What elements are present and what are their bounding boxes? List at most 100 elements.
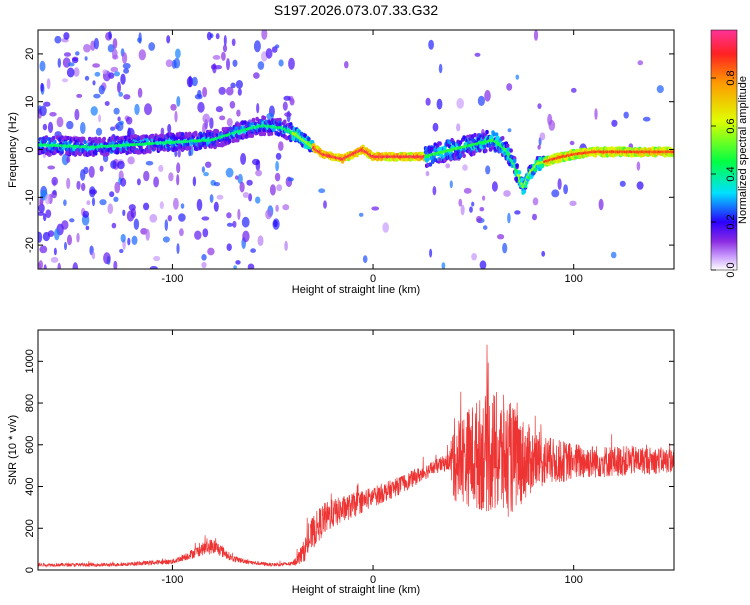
spectrogram-cell — [242, 230, 250, 243]
spectrogram-cell — [273, 220, 278, 228]
spectrogram-cell — [56, 116, 64, 128]
spectrogram-cell — [99, 199, 107, 206]
spectrogram-cell — [171, 59, 177, 69]
spectrogram-cell — [47, 230, 55, 238]
spectrogram-cell — [117, 116, 121, 122]
spectrogram-cell — [517, 170, 522, 175]
spectrogram-cell — [458, 198, 463, 207]
spectrogram-cell — [512, 158, 517, 163]
spectrogram-cell — [202, 123, 206, 135]
spectrogram-cell — [506, 83, 513, 91]
spectrogram-cell — [253, 40, 261, 53]
spectrogram-cell — [520, 177, 524, 182]
spectrogram-cell — [103, 252, 111, 265]
spectrogram-cell — [61, 78, 69, 83]
spectrogram-cell — [144, 103, 152, 116]
spectrogram-cell — [269, 131, 274, 136]
spectrogram-cell — [44, 194, 51, 205]
spectrogram-cell — [91, 251, 96, 260]
spectrogram-cell — [240, 153, 247, 165]
spectrogram-cell — [39, 199, 43, 207]
spectrogram-cell — [471, 201, 475, 207]
spectrogram-cell — [176, 174, 180, 186]
spectrogram-cell — [90, 106, 98, 116]
spectrogram-cell — [175, 48, 181, 59]
spectrogram-cell — [283, 95, 291, 101]
spectrogram-cell — [106, 151, 110, 156]
spectrogram-cell — [145, 138, 150, 143]
spectrogram-cell — [522, 189, 527, 194]
spectrogram-cell — [176, 162, 181, 174]
spectrogram-cell — [537, 144, 541, 150]
spectrogram-cell — [239, 181, 245, 193]
snr-xtick-label: 100 — [565, 574, 583, 586]
spectrogram-cell — [153, 176, 160, 188]
spectrogram-cell — [469, 206, 473, 213]
spectrogram-cell — [144, 134, 149, 139]
spectrogram-y-axis: -20 -10 0 10 20 — [24, 48, 674, 253]
spectrogram-cell — [108, 30, 112, 40]
spectrogram-cell — [153, 255, 161, 262]
spectrogram-cell — [232, 220, 237, 228]
spectrogram-cell — [287, 177, 294, 182]
spectrogram-cell — [168, 172, 174, 182]
spectrogram-cell — [203, 144, 208, 150]
spectrogram-cell — [138, 49, 146, 61]
spectrogram-cell — [432, 186, 437, 196]
spectrogram-cell — [83, 43, 91, 53]
spectrogram-cell — [215, 129, 220, 134]
spectrogram-cell — [235, 175, 239, 180]
spectrogram-cell — [38, 231, 43, 243]
spectrogram-cell — [209, 117, 214, 129]
spectrogram-cell — [113, 107, 120, 115]
spectrogram-cell — [505, 143, 510, 149]
spectrogram-cell — [215, 33, 220, 40]
spectrogram-cell — [462, 164, 468, 171]
spectrogram-cell — [344, 60, 349, 69]
spectrogram-cell — [40, 82, 44, 92]
spectrogram-cell — [283, 119, 287, 124]
spectrogram-cell — [636, 181, 644, 190]
spectrogram-cell — [318, 188, 326, 193]
snr-x-label: Height of straight line (km) — [292, 584, 420, 596]
spectrogram-cell — [38, 260, 43, 269]
spectrogram-cell — [458, 153, 463, 159]
spectrogram-cell — [45, 150, 50, 156]
spectrogram-cell — [149, 214, 158, 223]
spectrogram-cell — [180, 203, 185, 209]
spectrogram-cell — [57, 58, 61, 68]
spectrogram-cell — [509, 148, 513, 153]
spectrogram-cell — [276, 184, 283, 192]
spectrogram-cell — [471, 253, 477, 261]
spectrogram-cell — [113, 260, 118, 269]
spectrogram-cell — [120, 177, 127, 187]
spectrogram-cell — [66, 120, 74, 130]
spectrogram-cell — [203, 172, 209, 177]
spectrogram-cell — [120, 73, 126, 85]
spectrogram-cell — [557, 178, 562, 190]
spectrogram-cell — [50, 256, 59, 263]
spectrogram-cell — [226, 86, 234, 96]
spectrogram-cell — [167, 146, 171, 152]
spectrogram-cell — [261, 30, 268, 40]
spectrogram-y-label: Frequency (Hz) — [7, 112, 19, 188]
spectrogram-cell — [269, 184, 276, 196]
spectrogram-cell — [537, 103, 542, 109]
spectrogram-cell — [112, 48, 118, 59]
spectrogram-cell — [275, 160, 279, 172]
spectrogram-cell — [145, 160, 154, 166]
spectrogram-cell — [218, 86, 226, 95]
spectrogram-cell — [118, 91, 123, 97]
spectrogram-cell — [503, 190, 511, 197]
spectrogram-cell — [113, 196, 119, 202]
spectrogram-cell — [120, 233, 126, 243]
spectrogram-ytick-label: 20 — [24, 48, 36, 60]
spectrogram-cell — [66, 67, 75, 78]
spectrogram-cell — [275, 152, 282, 160]
colorbar-ticks: 0.0 0.2 0.4 0.6 0.8 — [711, 70, 737, 278]
spectrogram-cell — [491, 181, 498, 192]
spectrogram-cell — [133, 218, 140, 230]
spectrogram-cell — [148, 149, 152, 154]
spectrogram-cell — [212, 63, 217, 74]
spectrogram-cell — [46, 78, 51, 90]
